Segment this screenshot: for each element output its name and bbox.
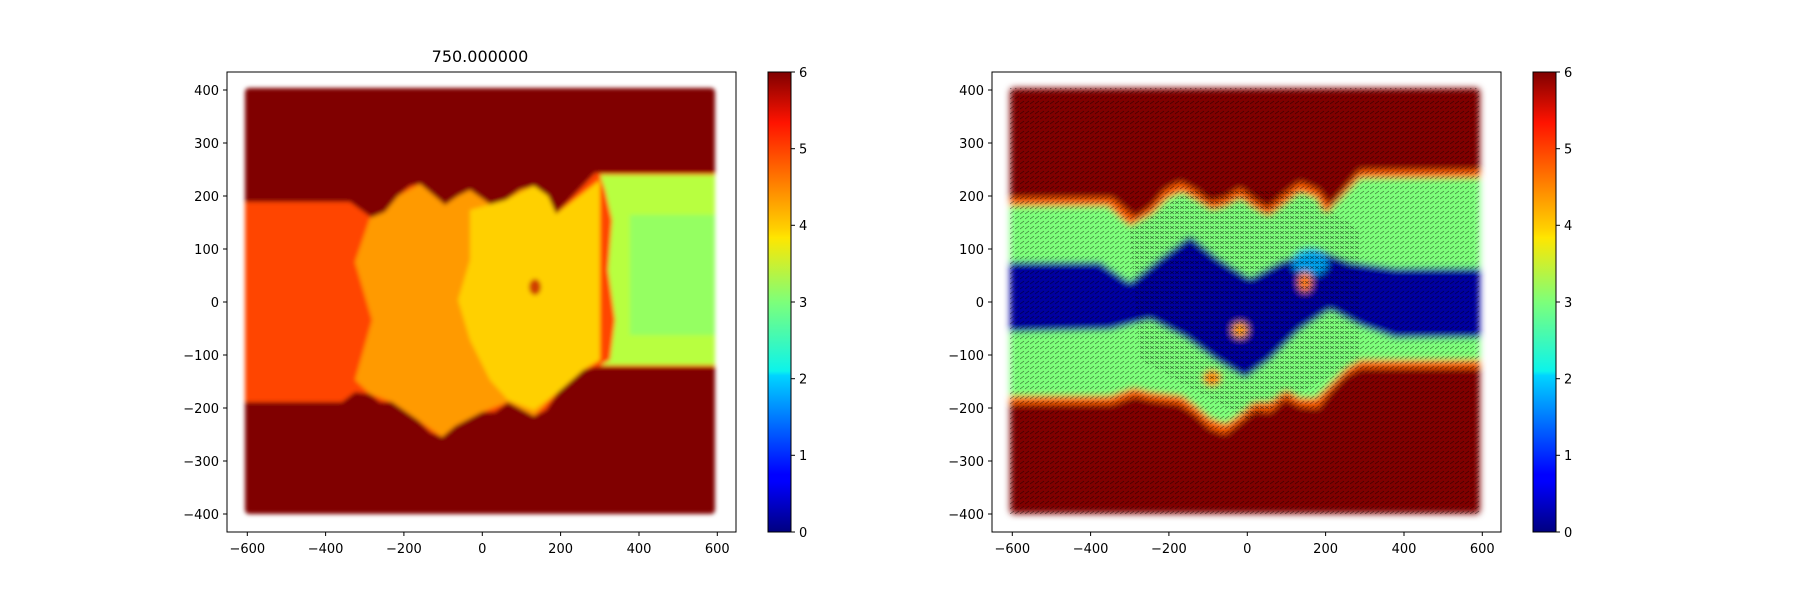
left-dark-spot bbox=[529, 279, 541, 295]
left-x-axis: −600 −400 −200 0 200 400 600 bbox=[229, 532, 730, 557]
left-y-tick-label: 0 bbox=[211, 296, 219, 311]
right-panel: −600 −400 −200 0 200 400 600 400 300 200… bbox=[948, 66, 1572, 557]
right-x-tick-label: 600 bbox=[1470, 542, 1495, 557]
left-y-tick-label: −200 bbox=[183, 402, 219, 417]
left-x-tick-label: 0 bbox=[478, 542, 486, 557]
right-y-tick-label: −300 bbox=[948, 455, 984, 470]
right-colorbar-tick-label: 4 bbox=[1564, 219, 1572, 234]
left-x-tick-label: 600 bbox=[705, 542, 730, 557]
right-y-tick-label: −200 bbox=[948, 402, 984, 417]
right-quiver-arrows-2 bbox=[1130, 190, 1360, 420]
right-x-axis: −600 −400 −200 0 200 400 600 bbox=[994, 532, 1495, 557]
left-colorbar: 0 1 2 3 4 5 6 bbox=[767, 66, 807, 541]
left-colorbar-tick-label: 2 bbox=[799, 373, 807, 388]
left-colorbar-tick-label: 1 bbox=[799, 449, 807, 464]
left-x-tick-label: −200 bbox=[386, 542, 422, 557]
left-x-tick-label: −600 bbox=[229, 542, 265, 557]
right-colorbar-gradient bbox=[1532, 71, 1557, 533]
left-y-tick-label: −100 bbox=[183, 349, 219, 364]
left-panel: 750.000000 −600 −400 −200 0 200 bbox=[183, 47, 807, 557]
right-y-tick-label: 0 bbox=[976, 296, 984, 311]
right-x-tick-label: 200 bbox=[1313, 542, 1338, 557]
left-title: 750.000000 bbox=[432, 47, 529, 66]
right-field bbox=[1010, 88, 1480, 514]
left-y-tick-label: −300 bbox=[183, 455, 219, 470]
right-y-tick-label: 300 bbox=[959, 137, 984, 152]
right-y-tick-label: 100 bbox=[959, 243, 984, 258]
right-x-tick-label: 0 bbox=[1243, 542, 1251, 557]
right-y-tick-label: −400 bbox=[948, 508, 984, 523]
left-x-tick-label: 400 bbox=[627, 542, 652, 557]
left-colorbar-tick-label: 4 bbox=[799, 219, 807, 234]
right-colorbar: 0 1 2 3 4 5 6 bbox=[1532, 66, 1572, 541]
left-colorbar-tick-label: 6 bbox=[799, 66, 807, 81]
right-x-tick-label: −200 bbox=[1151, 542, 1187, 557]
left-colorbar-tick-label: 5 bbox=[799, 143, 807, 158]
left-y-tick-label: 400 bbox=[194, 84, 219, 99]
left-yellow-zone bbox=[458, 180, 600, 410]
left-x-tick-label: 200 bbox=[548, 542, 573, 557]
right-y-tick-label: 400 bbox=[959, 84, 984, 99]
left-y-tick-label: −400 bbox=[183, 508, 219, 523]
left-colorbar-tick-label: 0 bbox=[799, 526, 807, 541]
right-y-tick-label: −100 bbox=[948, 349, 984, 364]
right-colorbar-tick-label: 2 bbox=[1564, 373, 1572, 388]
left-y-tick-label: 300 bbox=[194, 137, 219, 152]
left-y-tick-label: 200 bbox=[194, 190, 219, 205]
right-colorbar-tick-label: 6 bbox=[1564, 66, 1572, 81]
right-colorbar-tick-label: 5 bbox=[1564, 143, 1572, 158]
right-x-tick-label: −400 bbox=[1073, 542, 1109, 557]
left-y-axis: 400 300 200 100 0 −100 −200 −300 −400 bbox=[183, 84, 227, 523]
left-colorbar-tick-label: 3 bbox=[799, 296, 807, 311]
right-colorbar-tick-label: 0 bbox=[1564, 526, 1572, 541]
left-outlet-core bbox=[630, 215, 715, 335]
left-x-tick-label: −400 bbox=[308, 542, 344, 557]
right-colorbar-tick-label: 1 bbox=[1564, 449, 1572, 464]
right-x-tick-label: −600 bbox=[994, 542, 1030, 557]
left-field bbox=[245, 88, 715, 514]
left-colorbar-gradient bbox=[767, 71, 792, 533]
right-y-tick-label: 200 bbox=[959, 190, 984, 205]
right-colorbar-tick-label: 3 bbox=[1564, 296, 1572, 311]
right-x-tick-label: 400 bbox=[1392, 542, 1417, 557]
right-y-axis: 400 300 200 100 0 −100 −200 −300 −400 bbox=[948, 84, 992, 523]
left-y-tick-label: 100 bbox=[194, 243, 219, 258]
